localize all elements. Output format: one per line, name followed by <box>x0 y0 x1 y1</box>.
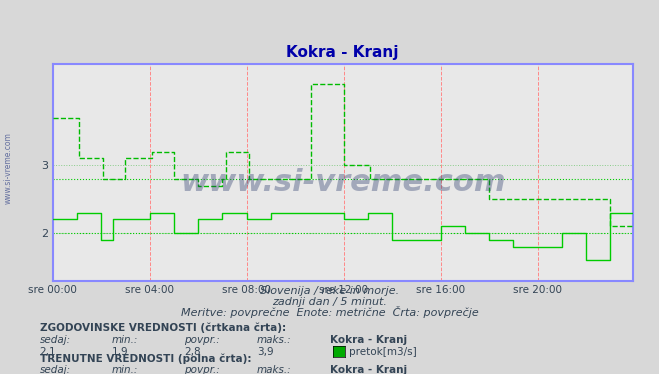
Text: Meritve: povprečne  Enote: metrične  Črta: povprečje: Meritve: povprečne Enote: metrične Črta:… <box>181 306 478 318</box>
Text: 2,1: 2,1 <box>40 347 56 356</box>
Text: Kokra - Kranj: Kokra - Kranj <box>330 335 407 345</box>
Text: www.si-vreme.com: www.si-vreme.com <box>3 132 13 204</box>
Text: pretok[m3/s]: pretok[m3/s] <box>349 347 417 356</box>
Title: Kokra - Kranj: Kokra - Kranj <box>287 45 399 59</box>
Text: povpr.:: povpr.: <box>185 335 220 345</box>
Text: min.:: min.: <box>112 365 138 374</box>
Text: TRENUTNE VREDNOSTI (polna črta):: TRENUTNE VREDNOSTI (polna črta): <box>40 353 251 364</box>
Text: min.:: min.: <box>112 335 138 345</box>
Text: www.si-vreme.com: www.si-vreme.com <box>180 168 505 197</box>
Text: maks.:: maks.: <box>257 335 292 345</box>
Text: 2,8: 2,8 <box>185 347 201 356</box>
Text: Slovenija / reke in morje.: Slovenija / reke in morje. <box>260 286 399 295</box>
Text: 1,9: 1,9 <box>112 347 129 356</box>
Text: Kokra - Kranj: Kokra - Kranj <box>330 365 407 374</box>
Text: 3,9: 3,9 <box>257 347 273 356</box>
Text: povpr.:: povpr.: <box>185 365 220 374</box>
Text: ZGODOVINSKE VREDNOSTI (črtkana črta):: ZGODOVINSKE VREDNOSTI (črtkana črta): <box>40 322 285 333</box>
Text: sedaj:: sedaj: <box>40 365 71 374</box>
Text: sedaj:: sedaj: <box>40 335 71 345</box>
Text: zadnji dan / 5 minut.: zadnji dan / 5 minut. <box>272 297 387 307</box>
Text: maks.:: maks.: <box>257 365 292 374</box>
